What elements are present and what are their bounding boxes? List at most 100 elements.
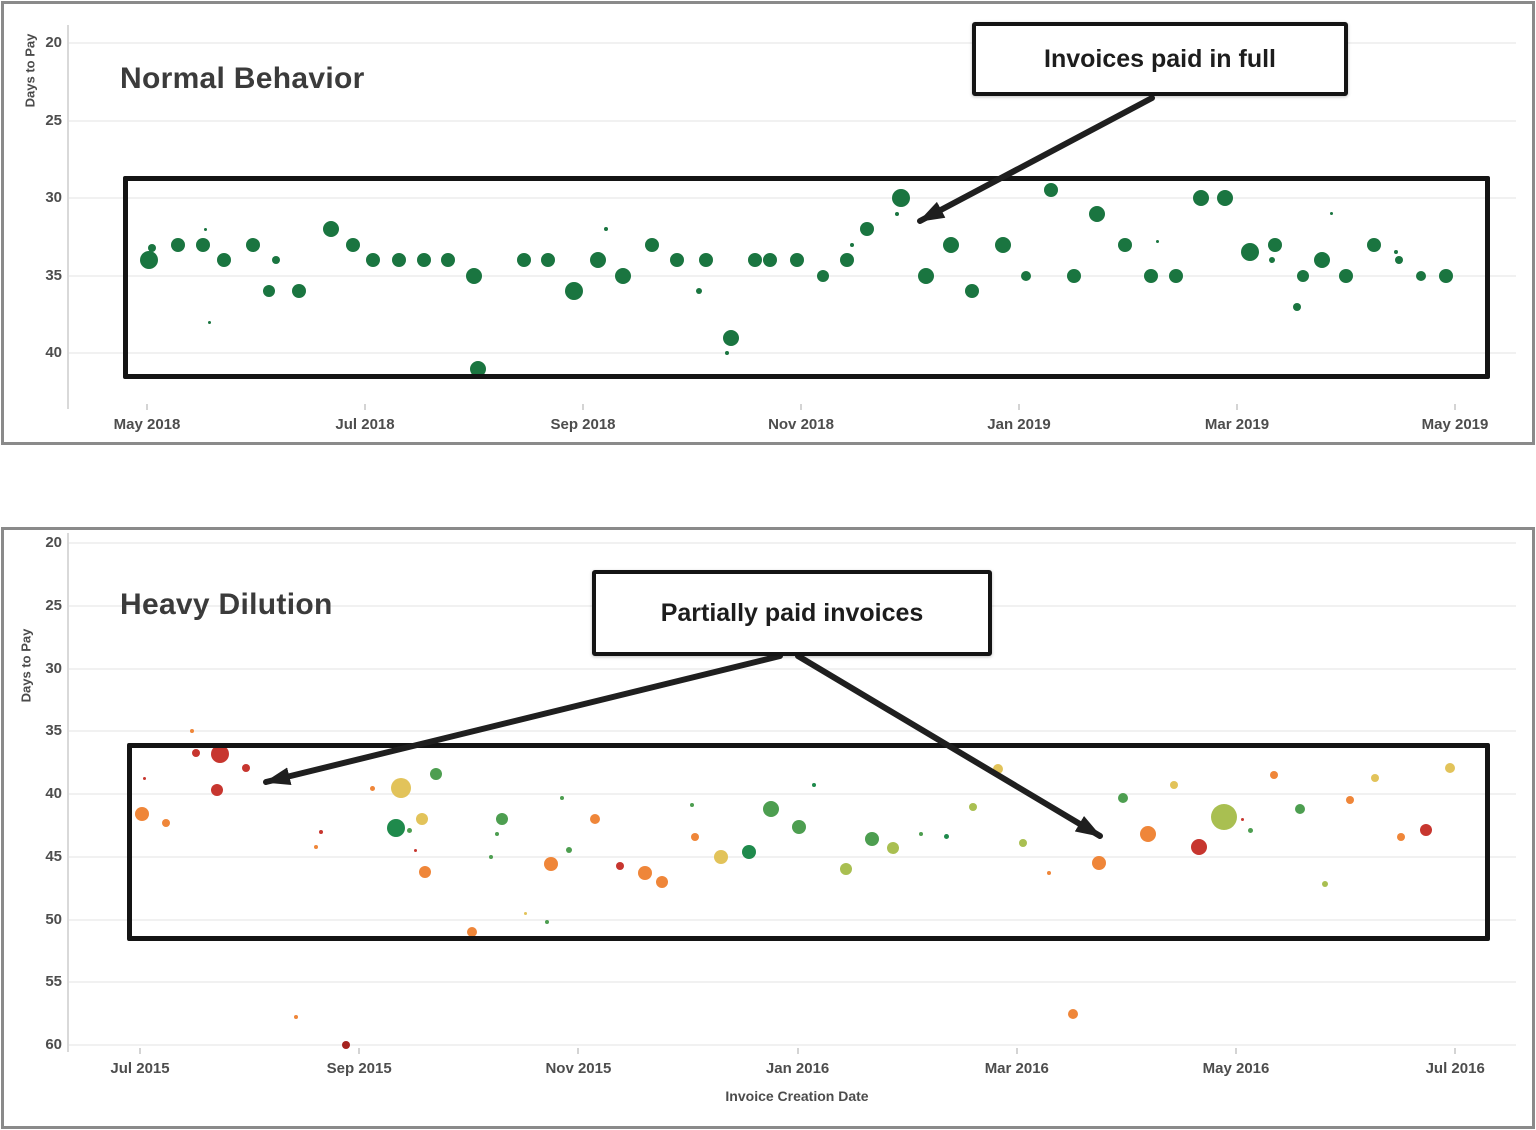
- scatter-point[interactable]: [1067, 1008, 1078, 1019]
- scatter-point[interactable]: [495, 832, 500, 837]
- scatter-point[interactable]: [1439, 268, 1454, 283]
- scatter-point[interactable]: [559, 795, 564, 800]
- scatter-point[interactable]: [544, 857, 558, 872]
- scatter-point[interactable]: [1339, 268, 1353, 283]
- scatter-point[interactable]: [263, 285, 276, 297]
- scatter-point[interactable]: [816, 269, 829, 282]
- scatter-point[interactable]: [789, 253, 804, 267]
- scatter-point[interactable]: [1416, 270, 1427, 281]
- scatter-point[interactable]: [1397, 832, 1406, 841]
- scatter-point[interactable]: [1294, 804, 1305, 815]
- scatter-point[interactable]: [748, 253, 763, 267]
- scatter-point[interactable]: [1193, 190, 1210, 206]
- scatter-point[interactable]: [918, 267, 935, 284]
- scatter-point[interactable]: [415, 813, 428, 826]
- scatter-point[interactable]: [565, 847, 572, 854]
- scatter-point[interactable]: [1092, 856, 1106, 871]
- scatter-point[interactable]: [1046, 871, 1051, 876]
- scatter-point[interactable]: [713, 849, 728, 864]
- scatter-point[interactable]: [1395, 256, 1404, 264]
- scatter-point[interactable]: [603, 227, 608, 231]
- scatter-point[interactable]: [1367, 237, 1382, 252]
- scatter-point[interactable]: [517, 253, 532, 267]
- scatter-point[interactable]: [724, 351, 729, 355]
- scatter-point[interactable]: [495, 813, 508, 826]
- scatter-point[interactable]: [217, 253, 232, 267]
- scatter-point[interactable]: [1270, 771, 1279, 780]
- scatter-point[interactable]: [416, 253, 431, 267]
- scatter-point[interactable]: [615, 267, 632, 284]
- scatter-point[interactable]: [195, 237, 210, 252]
- scatter-point[interactable]: [590, 252, 607, 268]
- scatter-point[interactable]: [242, 763, 251, 772]
- scatter-point[interactable]: [418, 865, 431, 878]
- scatter-point[interactable]: [894, 211, 899, 216]
- scatter-point[interactable]: [839, 863, 852, 876]
- scatter-point[interactable]: [467, 927, 478, 938]
- scatter-point[interactable]: [1444, 762, 1455, 773]
- scatter-point[interactable]: [1020, 270, 1031, 281]
- scatter-point[interactable]: [342, 1041, 351, 1049]
- scatter-point[interactable]: [369, 786, 375, 792]
- scatter-point[interactable]: [1169, 781, 1178, 790]
- scatter-point[interactable]: [148, 243, 157, 252]
- scatter-point[interactable]: [440, 253, 455, 267]
- scatter-point[interactable]: [1371, 773, 1380, 782]
- scatter-point[interactable]: [638, 866, 653, 881]
- scatter-point[interactable]: [391, 253, 406, 267]
- scatter-point[interactable]: [314, 844, 319, 849]
- scatter-point[interactable]: [763, 801, 780, 818]
- scatter-point[interactable]: [699, 253, 714, 267]
- scatter-point[interactable]: [886, 841, 899, 854]
- scatter-point[interactable]: [1155, 239, 1159, 243]
- scatter-point[interactable]: [245, 237, 260, 252]
- scatter-point[interactable]: [211, 744, 229, 763]
- scatter-point[interactable]: [860, 222, 875, 236]
- scatter-point[interactable]: [488, 854, 493, 859]
- scatter-point[interactable]: [323, 221, 340, 237]
- scatter-point[interactable]: [892, 189, 911, 207]
- scatter-point[interactable]: [1117, 237, 1132, 252]
- scatter-point[interactable]: [140, 251, 159, 269]
- scatter-point[interactable]: [1019, 838, 1028, 847]
- scatter-point[interactable]: [541, 253, 556, 267]
- scatter-point[interactable]: [1168, 268, 1183, 283]
- scatter-point[interactable]: [407, 827, 413, 833]
- scatter-point[interactable]: [1314, 252, 1331, 268]
- scatter-point[interactable]: [135, 807, 150, 822]
- scatter-point[interactable]: [365, 253, 380, 267]
- scatter-point[interactable]: [644, 237, 659, 252]
- scatter-point[interactable]: [191, 748, 200, 757]
- scatter-point[interactable]: [1217, 190, 1233, 206]
- scatter-point[interactable]: [839, 253, 854, 267]
- scatter-point[interactable]: [1143, 268, 1158, 283]
- scatter-point[interactable]: [690, 832, 699, 841]
- scatter-point[interactable]: [616, 861, 625, 870]
- scatter-point[interactable]: [162, 818, 171, 827]
- scatter-point[interactable]: [763, 253, 778, 267]
- scatter-point[interactable]: [1118, 792, 1129, 803]
- scatter-point[interactable]: [210, 784, 223, 797]
- scatter-point[interactable]: [1394, 250, 1399, 255]
- scatter-point[interactable]: [466, 267, 482, 284]
- scatter-point[interactable]: [1241, 243, 1260, 262]
- scatter-point[interactable]: [1140, 826, 1157, 843]
- scatter-point[interactable]: [293, 1015, 298, 1020]
- scatter-point[interactable]: [544, 920, 549, 924]
- scatter-point[interactable]: [655, 875, 668, 888]
- scatter-point[interactable]: [1247, 827, 1253, 833]
- scatter-point[interactable]: [565, 282, 584, 300]
- scatter-point[interactable]: [291, 284, 306, 298]
- scatter-point[interactable]: [723, 329, 740, 346]
- scatter-point[interactable]: [1297, 269, 1310, 282]
- scatter-point[interactable]: [524, 911, 528, 915]
- scatter-point[interactable]: [1330, 212, 1334, 215]
- scatter-point[interactable]: [1419, 824, 1432, 837]
- scatter-point[interactable]: [142, 777, 146, 781]
- scatter-point[interactable]: [204, 227, 208, 231]
- scatter-point[interactable]: [943, 236, 960, 253]
- scatter-point[interactable]: [1210, 803, 1237, 830]
- scatter-point[interactable]: [387, 818, 406, 837]
- scatter-point[interactable]: [1292, 302, 1301, 311]
- scatter-point[interactable]: [470, 360, 487, 377]
